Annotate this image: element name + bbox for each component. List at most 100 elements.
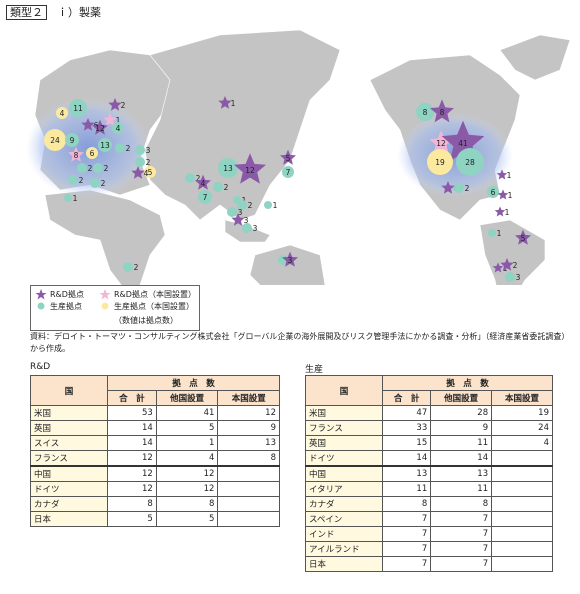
rd-home-icon bbox=[99, 289, 111, 300]
marker-label: 12 bbox=[436, 139, 446, 148]
production-marker bbox=[93, 163, 103, 173]
table-row: フランス 12 4 8 bbox=[30, 450, 280, 467]
table-row: 英国 15 11 4 bbox=[305, 435, 553, 451]
production-marker bbox=[264, 201, 272, 209]
count-cell bbox=[491, 496, 553, 512]
production-marker bbox=[135, 145, 145, 155]
header-country: 国 bbox=[305, 375, 383, 406]
marker-label: 2 bbox=[224, 183, 229, 192]
marker-label: 4 bbox=[116, 124, 121, 133]
table-row: 日本 7 7 bbox=[305, 556, 553, 572]
count-cell: 41 bbox=[155, 405, 219, 421]
count-cell: 4 bbox=[491, 435, 553, 451]
count-cell: 8 bbox=[430, 496, 493, 512]
count-cell bbox=[217, 496, 280, 512]
production-marker bbox=[427, 149, 453, 175]
marker-label: 2 bbox=[248, 201, 253, 210]
table-row: 米国 53 41 12 bbox=[30, 405, 280, 421]
production-marker bbox=[282, 166, 294, 178]
count-cell: 5 bbox=[155, 511, 219, 527]
europe-cluster bbox=[26, 98, 150, 198]
country-cell: アイルランド bbox=[305, 541, 383, 557]
country-cell: 米国 bbox=[305, 405, 383, 421]
country-cell: 英国 bbox=[30, 420, 108, 436]
count-cell bbox=[491, 556, 553, 572]
table-row: 中国 13 13 bbox=[305, 465, 553, 482]
count-cell: 7 bbox=[381, 541, 432, 557]
marker-label: 1 bbox=[231, 99, 236, 108]
country-cell: インド bbox=[305, 526, 383, 542]
country-cell: フランス bbox=[30, 450, 108, 467]
header-row: 合 計他国設置 本国設置 bbox=[306, 390, 553, 406]
count-cell bbox=[217, 465, 280, 482]
country-cell: ドイツ bbox=[30, 481, 108, 497]
count-cell: 12 bbox=[155, 465, 219, 482]
production-marker bbox=[90, 178, 100, 188]
rd-marker bbox=[131, 166, 145, 179]
country-cell: カナダ bbox=[305, 496, 383, 512]
count-cell: 7 bbox=[430, 526, 493, 542]
marker-label: 13 bbox=[100, 141, 110, 150]
count-cell: 11 bbox=[430, 481, 493, 497]
header-row: 国拠 点 数 bbox=[305, 375, 553, 406]
count-cell: 19 bbox=[491, 405, 553, 421]
marker-label: 12 bbox=[245, 166, 255, 175]
source: 資料：デロイト・トーマツ・コンサルティング株式会社「グローバル企業の海外展開及び… bbox=[30, 332, 570, 353]
count-cell: 7 bbox=[381, 511, 432, 527]
marker-label: 1 bbox=[116, 116, 121, 125]
count-cell: 11 bbox=[381, 481, 432, 497]
rd-marker bbox=[494, 206, 506, 217]
rd-marker bbox=[496, 169, 508, 180]
marker-label: 3 bbox=[244, 216, 249, 225]
rd-marker bbox=[280, 149, 296, 165]
rd-marker bbox=[108, 98, 122, 111]
marker-label: 1 bbox=[507, 171, 512, 180]
rd-marker bbox=[500, 258, 514, 271]
marker-label: 2 bbox=[146, 158, 151, 167]
world-map: 4112496121486132222325422121131257242712… bbox=[26, 29, 571, 285]
legend-icons bbox=[35, 289, 111, 310]
country-cell: 日本 bbox=[305, 556, 383, 572]
rd-marker bbox=[234, 153, 266, 184]
marker-label: 1 bbox=[505, 208, 510, 217]
marker-label: 28 bbox=[465, 158, 475, 167]
count-cell: 4 bbox=[155, 450, 219, 467]
count-cell: 12 bbox=[155, 481, 219, 497]
rd-marker bbox=[492, 262, 504, 273]
legend-note: （数値は拠点数） bbox=[114, 316, 178, 325]
prod-home-icon bbox=[101, 302, 109, 310]
country-cell: フランス bbox=[305, 420, 383, 436]
count-cell: 8 bbox=[155, 496, 219, 512]
table-row: 米国 47 28 19 bbox=[305, 405, 553, 421]
marker-label: 2 bbox=[121, 101, 126, 110]
marker-label: 11 bbox=[73, 104, 83, 113]
production-marker bbox=[227, 207, 237, 217]
marker-label: 19 bbox=[435, 158, 445, 167]
rd-marker bbox=[497, 189, 509, 200]
country-cell: カナダ bbox=[30, 496, 108, 512]
marker-label: 5 bbox=[148, 168, 153, 177]
count-cell: 7 bbox=[430, 556, 493, 572]
production-marker bbox=[242, 223, 252, 233]
production-marker bbox=[185, 173, 195, 183]
marker-label: 1 bbox=[508, 191, 513, 200]
production-marker bbox=[144, 166, 156, 178]
marker-label: 24 bbox=[50, 136, 60, 145]
table-row: カナダ 8 8 bbox=[30, 496, 280, 512]
production-marker bbox=[112, 122, 124, 134]
production-marker bbox=[115, 143, 125, 153]
production-marker bbox=[213, 182, 223, 192]
marker-label: 7 bbox=[286, 168, 291, 177]
count-cell bbox=[491, 481, 553, 497]
marker-label: 41 bbox=[458, 139, 468, 148]
legend-rd-home: R&D拠点（本国設置） bbox=[114, 290, 196, 299]
count-cell: 12 bbox=[107, 465, 157, 482]
count-cell: 12 bbox=[217, 405, 280, 421]
count-cell bbox=[217, 481, 280, 497]
marker-label: 1 bbox=[497, 229, 502, 238]
rd-marker bbox=[195, 174, 211, 190]
production-marker bbox=[198, 190, 212, 204]
count-cell: 7 bbox=[381, 526, 432, 542]
header-count: 拠 点 数 bbox=[382, 375, 553, 391]
count-cell: 9 bbox=[217, 420, 280, 436]
